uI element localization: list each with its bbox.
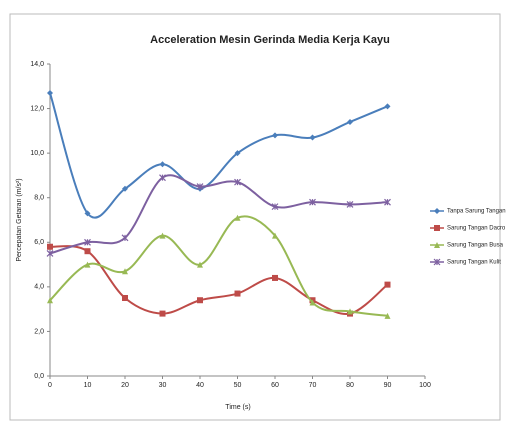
marker [84,210,91,217]
marker [234,214,241,221]
x-tick-label: 100 [419,382,431,389]
x-tick-label: 80 [346,382,354,389]
y-tick-label: 6,0 [34,239,44,246]
marker [309,299,316,306]
marker [384,281,391,288]
marker [272,274,278,281]
marker [47,243,53,250]
marker [159,232,166,239]
x-axis-label: Time (s) [225,404,250,411]
marker [234,178,241,186]
legend-marker [434,208,440,214]
marker [122,185,128,192]
y-tick-label: 2,0 [34,328,44,335]
marker [347,308,353,315]
marker [46,250,54,257]
marker [84,238,91,246]
legend-label: Sarung Tangan Kulit [447,260,501,266]
marker [159,174,166,182]
legend-label: Sarung Tangan Dacro [447,226,506,232]
marker [197,297,203,304]
y-tick-label: 10,0 [30,150,44,157]
x-tick-label: 0 [48,382,52,389]
marker [121,234,129,242]
x-tick-label: 20 [121,382,129,389]
series-line [49,174,388,255]
marker [347,118,353,125]
x-tick-label: 90 [384,382,392,389]
x-tick-label: 30 [159,382,167,389]
x-tick-label: 40 [196,382,204,389]
series-line [49,215,388,317]
y-axis-label: Percepatan Getaran (m/s²) [16,178,23,261]
marker [384,103,391,110]
chart-frame [9,13,501,421]
legend-marker [434,242,440,248]
marker [272,232,278,239]
marker [309,198,316,206]
marker [159,161,166,168]
y-tick-label: 12,0 [30,105,44,112]
marker [122,268,128,275]
marker [159,310,166,317]
marker [47,89,53,96]
y-tick-label: 8,0 [34,195,44,202]
legend-marker [434,225,440,231]
marker [234,150,241,157]
marker [196,183,204,190]
x-tick-label: 70 [309,382,317,389]
marker [84,248,91,255]
marker [122,295,128,301]
marker [197,261,203,268]
marker [84,261,91,268]
legend-label: Sarung Tangan Busa [447,243,504,249]
marker [309,134,316,141]
legend-marker [433,258,441,266]
x-tick-label: 60 [271,382,279,389]
marker [47,297,53,304]
legend-label: Tanpa Sarung Tangan [447,209,506,215]
marker [384,312,391,319]
y-tick-label: 4,0 [34,284,44,291]
marker [346,200,354,208]
x-tick-label: 10 [84,382,92,389]
marker [384,198,391,206]
marker [271,203,279,211]
marker [234,290,241,297]
y-tick-label: 14,0 [30,61,44,68]
x-tick-label: 50 [234,382,242,389]
y-tick-label: 0,0 [34,373,44,380]
chart-title: Acceleration Mesin Gerinda Media Kerja K… [150,34,390,46]
marker [272,132,278,139]
